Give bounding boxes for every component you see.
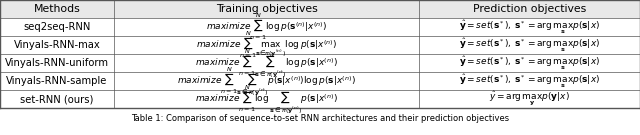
Text: $\mathit{maximize}\sum_{n=1}^{N}\log\sum_{\mathbf{s}\in\pi(\mathbf{y}^{(n)})}p(\: $\mathit{maximize}\sum_{n=1}^{N}\log\sum… — [195, 83, 338, 115]
Bar — [0, 0, 640, 18]
Text: set-RNN (ours): set-RNN (ours) — [20, 94, 93, 104]
Text: Methods: Methods — [33, 4, 81, 14]
Text: Vinyals-RNN-sample: Vinyals-RNN-sample — [6, 76, 108, 86]
Text: seq2seq-RNN: seq2seq-RNN — [23, 22, 91, 32]
Text: $\hat{\mathbf{y}}=\mathit{set}(\mathbf{s}^*),\,\mathbf{s}^*=\arg\max_{\mathbf{s}: $\hat{\mathbf{y}}=\mathit{set}(\mathbf{s… — [459, 54, 600, 72]
Text: $\mathit{maximize}\sum_{n=1}^{N}\sum_{\mathbf{s}\in\pi(\mathbf{y}^{(n)})}\log p(: $\mathit{maximize}\sum_{n=1}^{N}\sum_{\m… — [195, 47, 338, 79]
Text: Table 1: Comparison of sequence-to-set RNN architectures and their prediction ob: Table 1: Comparison of sequence-to-set R… — [131, 114, 509, 123]
Text: $\hat{y}=\arg\max_{\mathbf{y}}p(\mathbf{y}|x)$: $\hat{y}=\arg\max_{\mathbf{y}}p(\mathbf{… — [489, 90, 570, 108]
Text: Vinyals-RNN-uniform: Vinyals-RNN-uniform — [5, 58, 109, 68]
Text: $\mathit{maximize}\sum_{n=1}^{N}\log p(\mathbf{s}^{(n)}|x^{(n)})$: $\mathit{maximize}\sum_{n=1}^{N}\log p(\… — [206, 12, 327, 42]
Text: Vinyals-RNN-max: Vinyals-RNN-max — [13, 40, 100, 50]
Text: Prediction objectives: Prediction objectives — [473, 4, 586, 14]
Text: $\mathit{maximize}\sum_{n=1}^{N}\max_{\mathbf{s}\in\pi(\mathbf{y}^{(n)})}\log p(: $\mathit{maximize}\sum_{n=1}^{N}\max_{\m… — [196, 30, 337, 60]
Text: $\mathit{maximize}\sum_{n=1}^{N}\sum_{\mathbf{s}\in\pi(\mathbf{y}^{(n)})}p(\math: $\mathit{maximize}\sum_{n=1}^{N}\sum_{\m… — [177, 65, 356, 97]
Text: Training objectives: Training objectives — [216, 4, 317, 14]
Text: $\hat{\mathbf{y}}=\mathit{set}(\mathbf{s}^*),\,\mathbf{s}^*=\arg\max_{\mathbf{s}: $\hat{\mathbf{y}}=\mathit{set}(\mathbf{s… — [459, 18, 600, 36]
Text: $\hat{\mathbf{y}}=\mathit{set}(\mathbf{s}^*),\,\mathbf{s}^*=\arg\max_{\mathbf{s}: $\hat{\mathbf{y}}=\mathit{set}(\mathbf{s… — [459, 36, 600, 54]
Text: $\hat{\mathbf{y}}=\mathit{set}(\mathbf{s}^*),\,\mathbf{s}^*=\arg\max_{\mathbf{s}: $\hat{\mathbf{y}}=\mathit{set}(\mathbf{s… — [459, 72, 600, 90]
